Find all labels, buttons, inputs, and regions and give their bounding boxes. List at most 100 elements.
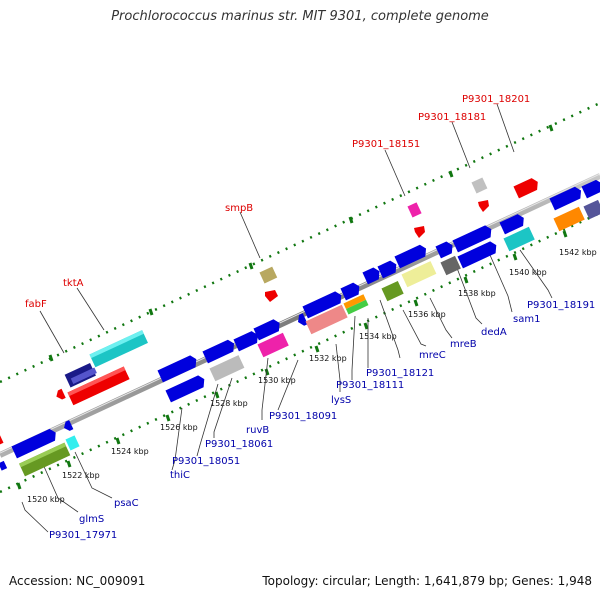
leader-line [196,383,219,457]
gene-block[interactable] [549,185,583,211]
gene-block[interactable] [11,427,58,459]
gene-P9301_18201[interactable] [513,176,540,199]
gene-block[interactable] [0,460,8,471]
bottom-gene-labels: P9301_17971 glmS psaC thiC P9301_18051 P… [49,300,595,541]
gene-block[interactable] [67,366,130,406]
gene-block[interactable] [253,318,282,341]
gene-label-glmS[interactable]: glmS [79,514,104,525]
major-tick [512,253,518,261]
major-tick [248,262,254,270]
gene-block[interactable] [377,259,399,279]
leader-line [379,299,401,359]
leader-line [451,121,471,169]
gene-label-psaC[interactable]: psaC [114,498,139,509]
gene-block[interactable] [440,255,461,276]
reverse-strand-genes [0,420,80,477]
genome-title: Prochlorococcus marinus str. MIT 9301, c… [111,9,489,24]
gene-label-P9301_18111[interactable]: P9301_18111 [336,380,404,391]
leader-line [335,343,341,392]
gene-block[interactable] [202,338,236,364]
leader-line [261,357,269,420]
gene-block[interactable] [295,313,308,327]
inner-tick-track [0,211,600,494]
kbp-label: 1520 kbp [27,495,65,504]
gene-tktA[interactable] [89,330,148,368]
gene-smpB-marker[interactable] [265,290,278,302]
gene-label-tktA[interactable]: tktA [63,278,84,289]
gene-block[interactable] [381,280,404,302]
gene-P9301_18151[interactable] [407,202,422,218]
gene-block[interactable] [362,266,382,285]
gene-label-P9301_18191[interactable]: P9301_18191 [527,300,595,311]
leader-line [39,310,65,354]
accession-label: Accession: NC_009091 [9,574,146,588]
gene-label-P9301_18181[interactable]: P9301_18181 [418,112,486,123]
gene-label-dedA[interactable]: dedA [481,327,507,338]
leader-line [351,315,356,380]
gene-fabF[interactable] [54,388,66,401]
gene-label-P9301_18151[interactable]: P9301_18151 [352,139,420,150]
gene-label-P9301_17971[interactable]: P9301_17971 [49,530,117,541]
major-tick [413,299,419,307]
kbp-label: 1526 kbp [160,423,198,432]
gene-label-thiC[interactable]: thiC [170,470,190,481]
gene-block[interactable] [257,332,289,358]
kbp-label: 1528 kbp [210,399,248,408]
gene-label-lysS[interactable]: lysS [331,395,351,406]
gene-P9301_18181[interactable] [471,177,488,194]
gene-label-mreC[interactable]: mreC [419,350,446,361]
gene-block[interactable] [209,355,245,382]
gene-P9301_18181-marker[interactable] [478,200,489,212]
gene-label-ruvB[interactable]: ruvB [246,425,269,436]
gene-label-smpB[interactable]: smpB [225,203,253,214]
kbp-label: 1530 kbp [258,376,296,385]
gene-block[interactable] [343,294,369,315]
gene-label-P9301_18091[interactable]: P9301_18091 [269,411,337,422]
gene-block[interactable] [457,240,499,269]
gene-P9301_18151-marker[interactable] [414,226,425,238]
gene-block[interactable] [394,243,428,269]
gene-block[interactable] [452,224,494,253]
gene-label-fabF[interactable]: fabF [25,299,47,310]
gene-block[interactable] [62,420,74,432]
gene-block[interactable] [64,362,98,388]
gene-block[interactable] [302,290,344,319]
gene-label-mreB[interactable]: mreB [450,339,477,350]
leader-line [489,254,513,313]
gene-label-P9301_18121[interactable]: P9301_18121 [366,368,434,379]
kbp-label: 1534 kbp [359,332,397,341]
leader-line [384,149,406,197]
gene-block[interactable] [401,261,437,288]
gene-block[interactable] [499,212,526,235]
gene-label-sam1[interactable]: sam1 [513,314,540,325]
forward-strand-genes [54,176,600,406]
gene-label-P9301_18051[interactable]: P9301_18051 [172,456,240,467]
gene-block[interactable] [0,433,4,446]
leader-line [277,359,299,411]
major-tick [348,216,354,224]
gene-smpB[interactable] [259,266,278,284]
leader-line [76,287,105,331]
leader-line [456,267,483,325]
gene-psaC[interactable] [65,435,80,451]
leader-line [213,377,233,438]
leader-line [496,103,515,153]
gene-glmS[interactable] [19,442,71,477]
gene-block[interactable] [165,374,207,403]
gene-block[interactable] [305,304,348,335]
leader-line [519,249,553,299]
gene-block[interactable] [553,206,585,232]
gene-label-P9301_18061[interactable]: P9301_18061 [205,439,273,450]
gene-block[interactable] [340,281,362,301]
gene-block[interactable] [583,199,600,220]
gene-label-P9301_18201[interactable]: P9301_18201 [462,94,530,105]
major-tick [548,124,554,132]
gene-block[interactable] [157,354,199,383]
leader-line [21,501,49,533]
gene-block[interactable] [581,178,600,199]
gene-block[interactable] [503,226,535,252]
major-tick [214,391,220,399]
gene-block[interactable] [233,329,260,352]
gene-block[interactable] [435,240,455,259]
